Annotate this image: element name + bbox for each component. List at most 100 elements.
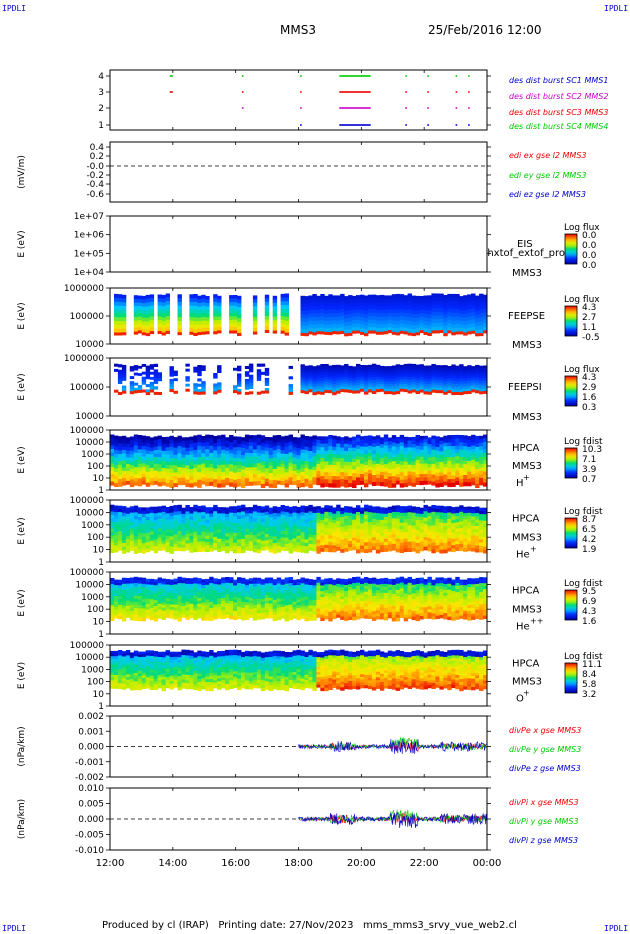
heatmap-cell — [328, 365, 333, 369]
heatmap-cell — [153, 529, 159, 534]
heatmap-cell — [137, 549, 143, 553]
heatmap-cell — [367, 312, 373, 317]
heatmap-cell — [471, 548, 476, 552]
heatmap-cell — [205, 587, 210, 592]
heatmap-cell — [133, 441, 139, 446]
heatmap-cell — [308, 447, 313, 452]
heatmap-cell — [479, 523, 484, 528]
heatmap-cell — [344, 450, 349, 455]
heatmap-cell — [157, 531, 162, 536]
heatmap-cell — [312, 512, 317, 517]
heatmap-cell — [177, 611, 182, 616]
heatmap-cell — [129, 525, 135, 529]
heatmap-cell — [336, 450, 341, 455]
heatmap-cell — [153, 380, 159, 384]
heatmap-cell — [348, 314, 353, 319]
heatmap-cell — [296, 510, 301, 514]
heatmap-cell — [129, 383, 135, 387]
heatmap-cell — [237, 532, 242, 537]
heatmap-cell — [165, 523, 170, 527]
heatmap-cell — [308, 458, 313, 463]
heatmap-cell — [308, 517, 313, 522]
heatmap-cell — [110, 587, 115, 591]
heatmap-cell — [300, 538, 305, 543]
heatmap-cell — [423, 310, 428, 315]
heatmap-cell — [205, 449, 210, 454]
heatmap-cell — [209, 608, 214, 612]
heatmap-cell — [117, 332, 123, 336]
heatmap-cell — [237, 468, 242, 473]
heatmap-cell — [213, 468, 218, 473]
heatmap-cell — [336, 331, 341, 335]
heatmap-cell — [419, 463, 424, 468]
heatmap-cell — [431, 330, 436, 334]
heatmap-cell — [479, 368, 484, 372]
heatmap-cell — [117, 604, 123, 609]
heatmap-cell — [268, 526, 274, 531]
heatmap-cell — [455, 470, 460, 475]
heatmap-cell — [268, 510, 274, 515]
corner-label-tr: IPDLI — [604, 4, 629, 13]
heatmap-cell — [169, 480, 174, 485]
heatmap-cell — [415, 328, 420, 333]
heatmap-cell — [395, 542, 401, 546]
heatmap-cell — [280, 323, 285, 328]
heatmap-cell — [233, 539, 238, 544]
heatmap-cell — [197, 583, 202, 588]
heatmap-cell — [137, 605, 143, 609]
heatmap-cell — [304, 546, 309, 550]
heatmap-cell — [133, 505, 139, 510]
heatmap-cell — [475, 322, 480, 327]
heatmap-cell — [435, 436, 440, 441]
heatmap-cell — [463, 525, 468, 530]
heatmap-cell — [300, 369, 305, 373]
heatmap-cell — [189, 451, 194, 456]
heatmap-cell — [427, 477, 432, 482]
heatmap-cell — [411, 506, 416, 511]
heatmap-cell — [256, 539, 262, 544]
heatmap-cell — [252, 514, 258, 519]
heatmap-cell — [423, 370, 428, 374]
heatmap-cell — [391, 450, 397, 455]
heatmap-cell — [399, 312, 405, 317]
heatmap-cell — [185, 607, 190, 611]
heatmap-cell — [264, 527, 270, 532]
heatmap-cell — [391, 324, 397, 329]
heatmap-cell — [387, 455, 393, 460]
heatmap-cell — [229, 330, 234, 334]
heatmap-cell — [332, 483, 337, 488]
panel-feepsi — [106, 357, 491, 417]
heatmap-cell — [320, 526, 325, 530]
heatmap-cell — [110, 514, 115, 519]
heatmap-cell — [455, 481, 460, 485]
heatmap-cell — [201, 470, 206, 475]
heatmap-cell — [332, 306, 337, 311]
heatmap-cell — [276, 545, 282, 550]
heatmap-cell — [233, 390, 238, 394]
heatmap-cell — [427, 464, 432, 468]
heatmap-cell — [110, 477, 115, 482]
heatmap-cell — [141, 306, 147, 311]
heatmap-cell — [379, 468, 385, 473]
heatmap-cell — [391, 457, 397, 462]
heatmap-cell — [463, 475, 468, 480]
heatmap-cell — [157, 586, 162, 590]
heatmap-cell — [125, 464, 131, 468]
heatmap-cell — [451, 367, 456, 371]
heatmap-cell — [407, 481, 412, 486]
heatmap-cell — [117, 515, 123, 519]
heatmap-cell — [197, 512, 202, 517]
heatmap-cell — [117, 607, 123, 611]
heatmap-cell — [375, 381, 381, 385]
heatmap-cell — [312, 305, 317, 310]
heatmap-cell — [371, 298, 377, 303]
heatmap-cell — [471, 293, 476, 298]
heatmap-cell — [248, 535, 254, 539]
heatmap-cell — [173, 531, 178, 535]
heatmap-cell — [133, 324, 139, 329]
heatmap-cell — [344, 376, 349, 380]
heatmap-cell — [256, 434, 262, 439]
heatmap-cell — [153, 460, 159, 465]
heatmap-cell — [213, 601, 218, 605]
heatmap-cell — [312, 525, 317, 530]
